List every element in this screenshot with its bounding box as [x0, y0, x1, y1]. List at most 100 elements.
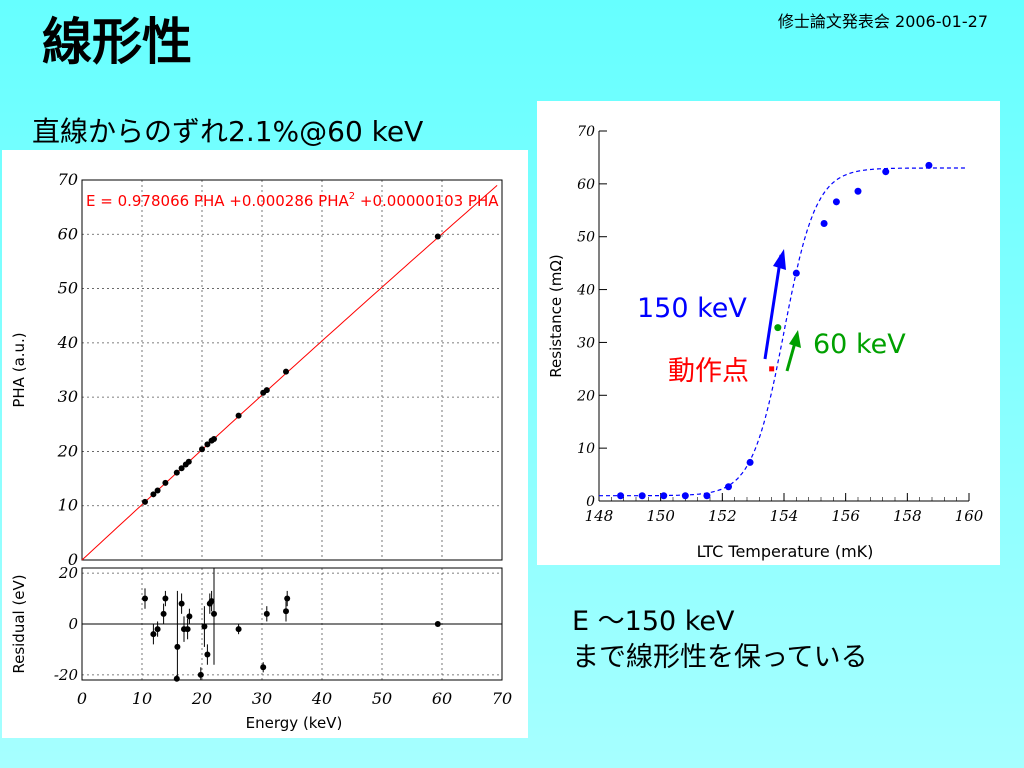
y-tick-label: 30 [577, 335, 595, 351]
rt-point [854, 187, 862, 195]
header-note: 修士論文発表会 2006-01-27 [777, 12, 988, 31]
rt-point [703, 492, 711, 500]
bottom-note-line1: E ～150 keV [572, 606, 735, 637]
residual-point [434, 621, 441, 627]
left-caption: 直線からのずれ2.1%@60 keV [32, 115, 424, 148]
x-tick-label: 154 [770, 507, 799, 525]
rt-point [681, 492, 689, 500]
data-point [211, 435, 217, 442]
y-tick-label: 20 [58, 564, 79, 582]
rt-chart: 148 150 152 154 156 158 160 0 10 20 30 40 50 60 70 150… [547, 124, 984, 561]
x-tick-label: 152 [708, 507, 737, 525]
upper-y-axis-label: PHA (a.u.) [10, 332, 28, 407]
rt-curve-line [599, 167, 968, 497]
data-point [173, 469, 180, 476]
residual-point [186, 613, 193, 620]
arrow-150-shaft [763, 254, 783, 360]
y-tick-label: 60 [58, 224, 78, 243]
label-150kev: 150 keV [637, 293, 747, 324]
rt-point [617, 492, 625, 500]
y-tick-label: 50 [58, 279, 78, 298]
residual-point [150, 631, 157, 638]
rt-point [746, 458, 754, 466]
left-chart-panel: 0 10 20 30 40 50 60 70 E = 0.978066 PHA +0.0002… [2, 150, 528, 738]
rt-point [882, 168, 890, 176]
data-point [283, 368, 289, 375]
data-point [434, 233, 441, 240]
arrow-150-head [773, 249, 786, 270]
slide-title: 線形性 [42, 13, 192, 71]
x-tick-label: 50 [372, 689, 392, 708]
fit-equation-sup: 2 [349, 191, 355, 202]
residual-point [235, 626, 242, 633]
y-tick-label: 0 [586, 494, 595, 510]
residual-point [162, 595, 169, 602]
x-tick-label: 158 [893, 507, 922, 525]
residual-point [201, 623, 208, 630]
lower-tick-labels: 0 10 20 30 40 50 60 70 -20 0 20 [54, 564, 512, 708]
residual-point [211, 610, 217, 617]
data-point [185, 458, 192, 465]
right-chart-panel: 148 150 152 154 156 158 160 0 10 20 30 40 50 60 70 150… [537, 101, 1000, 565]
rt-point [725, 483, 732, 491]
bottom-note: E ～150 keV まで線形性を保っている [572, 604, 868, 676]
x-tick-label: 150 [646, 507, 675, 525]
residual-point [263, 610, 270, 617]
residual-point [142, 595, 148, 602]
residual-point [283, 608, 289, 615]
y-tick-label: 40 [57, 333, 78, 352]
y-tick-label: -20 [54, 666, 79, 684]
y-tick-label: 60 [577, 177, 595, 193]
rt-point [792, 269, 800, 277]
data-point [178, 465, 185, 472]
rt-fit-curve [599, 167, 968, 497]
residual-point [160, 610, 167, 617]
y-tick-label: 70 [577, 124, 595, 140]
rt-point [660, 492, 668, 500]
rt-points [617, 161, 933, 500]
residual-point [197, 671, 204, 678]
label-60kev: 60 keV [813, 329, 906, 360]
x-tick-label: 60 [432, 689, 452, 708]
data-point [150, 491, 157, 498]
upper-points [142, 233, 441, 505]
x-tick-label: 0 [77, 689, 87, 708]
data-point [162, 479, 169, 486]
fit-equation-main: E = 0.978066 PHA +0.000286 PHA [86, 192, 350, 210]
y-tick-label: 10 [577, 441, 595, 457]
rt-y-axis-label: Resistance (mΩ) [547, 254, 565, 377]
operating-point-marker [769, 366, 775, 372]
upper-tick-labels: 0 10 20 30 40 50 60 70 [57, 170, 78, 569]
upper-frame [81, 179, 503, 561]
residual-point [154, 626, 161, 633]
x-tick-label: 10 [132, 689, 152, 708]
rt-x-axis-label: LTC Temperature (mK) [697, 542, 874, 561]
x-tick-label: 20 [191, 689, 212, 708]
x-axis-label: Energy (keV) [246, 714, 343, 732]
fit-equation-tail: +0.00000103 PHA [355, 192, 499, 210]
y-tick-label: 20 [57, 441, 78, 460]
rt-point [638, 492, 646, 500]
data-point [263, 387, 270, 394]
residual-point [184, 626, 191, 633]
rt-point [820, 220, 828, 227]
x-tick-label: 156 [831, 507, 860, 525]
residual-points [142, 568, 441, 682]
y-tick-label: 50 [577, 230, 595, 246]
x-tick-label: 30 [252, 689, 272, 708]
arrow-60-head [789, 330, 801, 348]
data-point [204, 441, 211, 448]
x-tick-label: 148 [585, 507, 614, 525]
residual-point [208, 598, 215, 605]
y-tick-label: 20 [576, 388, 595, 404]
upper-grid [82, 180, 502, 560]
rt-point [832, 198, 840, 206]
residual-point [284, 595, 291, 602]
y-tick-label: 10 [58, 496, 78, 515]
data-point [154, 487, 161, 494]
residual-point [173, 675, 180, 682]
residual-point [174, 643, 181, 650]
rt-tick-labels: 148 150 152 154 156 158 160 0 10 20 30 40 50 60 70 [576, 124, 984, 525]
rt-point [925, 161, 933, 169]
